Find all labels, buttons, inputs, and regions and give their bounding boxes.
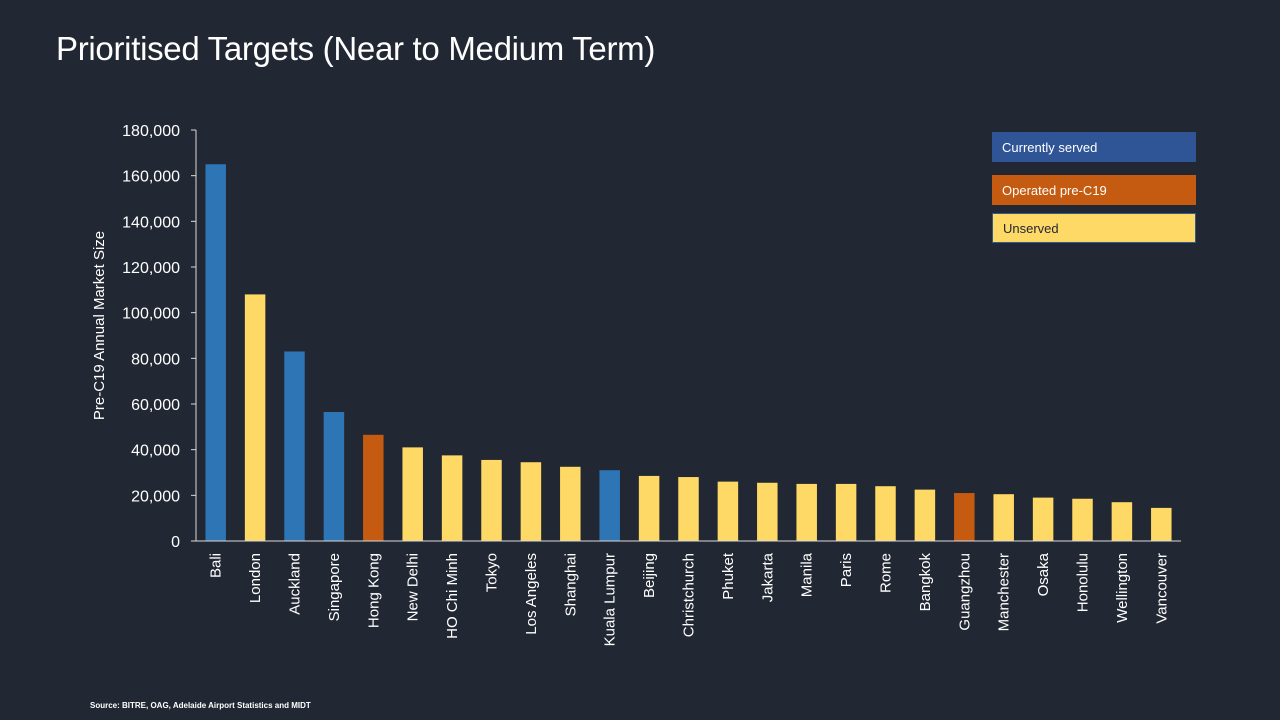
bar-rome [875, 486, 896, 541]
bar-manchester [993, 494, 1014, 541]
bar-paris [835, 483, 857, 541]
y-tick-label: 140,000 [122, 214, 180, 231]
y-tick-label: 100,000 [122, 306, 180, 323]
bar-manila [796, 483, 817, 541]
bar-christchurch [678, 477, 699, 541]
y-tick-label: 120,000 [122, 260, 180, 277]
x-tick-label: Singapore [326, 553, 343, 621]
x-tick-label: Phuket [720, 552, 737, 600]
bar-osaka [1032, 497, 1054, 541]
bar-bangkok [914, 489, 936, 541]
x-tick-label: Manila [799, 552, 816, 597]
x-tick-label: Los Angeles [523, 553, 540, 635]
x-tick-label: HO Chi Minh [444, 553, 461, 639]
legend-item-operated-pre-c19: Operated pre-C19 [992, 175, 1196, 205]
bar-bali [205, 164, 226, 541]
bar-beijing [638, 475, 660, 541]
x-tick-label: Bangkok [917, 553, 934, 612]
bar-wellington [1111, 502, 1133, 541]
bar-ho-chi-minh [441, 455, 463, 541]
legend-item-unserved: Unserved [992, 213, 1196, 243]
x-tick-label: Manchester [996, 553, 1013, 631]
y-tick-label: 60,000 [131, 397, 180, 414]
x-tick-label: Guangzhou [956, 553, 973, 631]
y-tick-label: 160,000 [122, 169, 180, 186]
bar-hong-kong [363, 434, 384, 541]
y-tick-label: 40,000 [131, 443, 180, 460]
bar-vancouver [1151, 507, 1172, 541]
y-tick-label: 20,000 [131, 488, 180, 505]
x-tick-label: Bali [208, 553, 225, 578]
x-tick-label: Beijing [641, 553, 658, 598]
x-tick-label: Osaka [1035, 552, 1052, 596]
y-axis-title: Pre-C19 Annual Market Size [91, 231, 108, 420]
x-tick-label: Rome [878, 553, 895, 593]
x-tick-label: Jakarta [759, 552, 776, 602]
legend-item-currently-served: Currently served [992, 132, 1196, 162]
bar-new-delhi [402, 447, 423, 541]
bar-los-angeles [520, 462, 542, 541]
y-tick-label: 0 [171, 534, 180, 551]
bar-guangzhou [954, 493, 975, 541]
bar-shanghai [560, 466, 581, 541]
legend-label-operated-pre-c19: Operated pre-C19 [1002, 182, 1107, 198]
bar-kuala-lumpur [599, 470, 620, 541]
x-tick-label: Honolulu [1075, 553, 1092, 612]
x-tick-label: Auckland [287, 553, 304, 615]
x-tick-label: Hong Kong [365, 553, 382, 628]
y-tick-label: 80,000 [131, 351, 180, 368]
x-tick-label: Wellington [1114, 553, 1131, 623]
y-tick-label: 180,000 [122, 123, 180, 140]
page-title: Prioritised Targets (Near to Medium Term… [56, 30, 656, 67]
x-tick-label: Shanghai [562, 553, 579, 616]
x-tick-label: Tokyo [484, 553, 501, 592]
bar-singapore [323, 411, 345, 541]
bar-tokyo [481, 459, 502, 541]
legend-label-currently-served: Currently served [1002, 139, 1098, 155]
x-tick-label: Kuala Lumpur [602, 553, 619, 646]
bar-jakarta [757, 482, 778, 541]
bar-london [244, 294, 266, 541]
x-tick-label: London [247, 553, 264, 603]
bar-auckland [284, 351, 305, 541]
x-tick-label: New Delhi [405, 553, 422, 621]
x-tick-label: Christchurch [681, 553, 698, 637]
x-tick-label: Paris [838, 553, 855, 587]
bar-phuket [717, 481, 739, 541]
bar-honolulu [1072, 498, 1093, 541]
x-tick-label: Vancouver [1153, 553, 1170, 624]
legend-label-unserved: Unserved [1003, 220, 1059, 236]
source-note: Source: BITRE, OAG, Adelaide Airport Sta… [90, 701, 311, 710]
